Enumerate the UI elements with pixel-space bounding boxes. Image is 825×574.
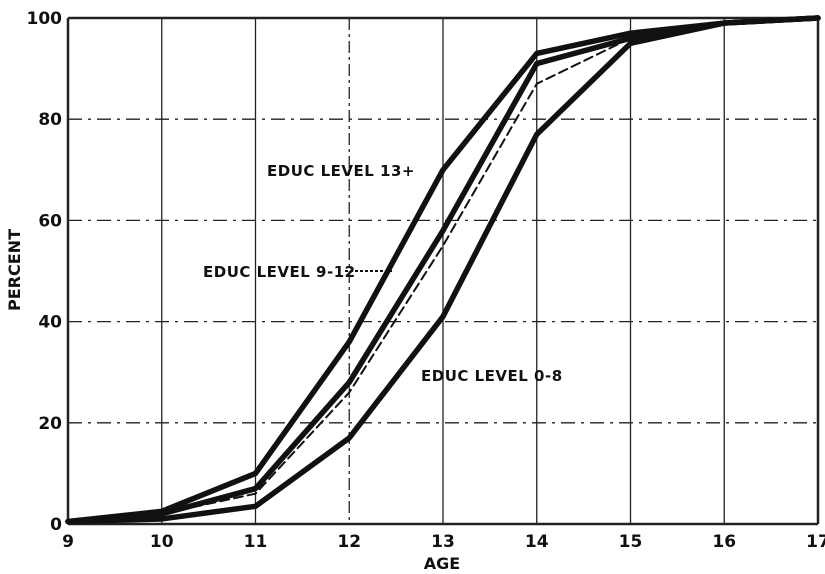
- series-line-4: [65, 15, 821, 525]
- y-tick-label: 60: [38, 211, 62, 231]
- annotation-educ-13-plus: EDUC LEVEL 13+: [267, 162, 415, 180]
- x-axis-title: AGE: [424, 554, 460, 573]
- y-axis-title: PERCENT: [5, 229, 24, 311]
- y-tick-label: 0: [50, 515, 62, 535]
- y-tick-label: 20: [38, 414, 62, 434]
- annotation-educ-0-8: EDUC LEVEL 0-8: [421, 367, 563, 385]
- y-tick-label: 80: [38, 110, 62, 130]
- series-layer: [65, 15, 821, 525]
- x-axis-ticks: 9 10 11 12 13 14 15 16 17: [62, 532, 825, 552]
- grid: [66, 16, 820, 526]
- annotation-educ-9-12: EDUC LEVEL 9-12: [203, 263, 356, 281]
- x-tick-label: 16: [712, 532, 736, 552]
- x-tick-label: 10: [150, 532, 174, 552]
- y-tick-label: 40: [38, 313, 62, 333]
- x-tick-label: 12: [337, 532, 361, 552]
- y-axis-ticks: 0 20 40 60 80 100: [27, 9, 63, 535]
- x-tick-label: 17: [806, 532, 825, 552]
- x-tick-label: 9: [62, 532, 74, 552]
- y-tick-label: 100: [27, 9, 63, 29]
- x-tick-label: 14: [525, 532, 549, 552]
- x-tick-label: 15: [619, 532, 643, 552]
- x-tick-label: 13: [431, 532, 455, 552]
- x-tick-label: 11: [244, 532, 268, 552]
